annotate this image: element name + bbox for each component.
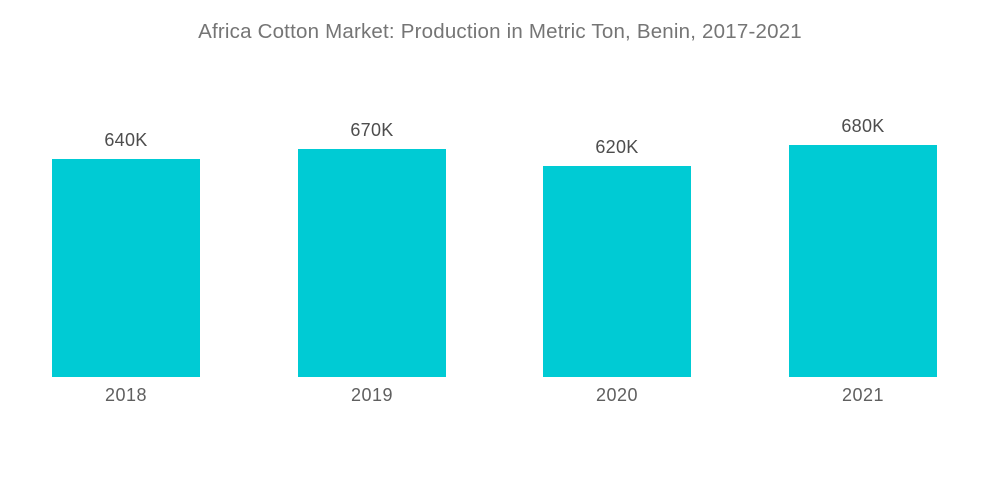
bar-value-label-2018: 640K — [104, 130, 148, 150]
bar-value-label-2019: 670K — [350, 120, 394, 140]
bar-year-label-2019: 2019 — [350, 385, 394, 405]
bar-2019 — [298, 149, 446, 377]
bar-year-label-2018: 2018 — [104, 385, 148, 405]
bar-value-label-2021: 680K — [841, 116, 885, 136]
bar-year-label-2020: 2020 — [595, 385, 639, 405]
bar-year-label-2021: 2021 — [841, 385, 885, 405]
bar-2021 — [789, 145, 937, 377]
bar-2020 — [543, 166, 691, 377]
bar-2018 — [52, 159, 200, 377]
bar-value-label-2020: 620K — [595, 137, 639, 157]
chart-title: Africa Cotton Market: Production in Metr… — [198, 20, 802, 43]
